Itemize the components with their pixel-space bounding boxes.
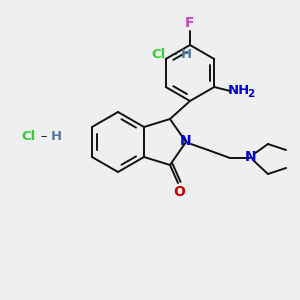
Text: –: –	[37, 130, 51, 143]
Text: N: N	[180, 134, 192, 148]
Text: –: –	[167, 49, 181, 62]
Text: NH: NH	[228, 83, 250, 97]
Text: O: O	[173, 185, 185, 199]
Text: F: F	[185, 16, 195, 30]
Text: 2: 2	[248, 89, 255, 99]
Text: H: H	[180, 49, 192, 62]
Text: Cl: Cl	[21, 130, 35, 143]
Text: Cl: Cl	[151, 49, 165, 62]
Text: N: N	[245, 150, 257, 164]
Text: H: H	[50, 130, 62, 143]
